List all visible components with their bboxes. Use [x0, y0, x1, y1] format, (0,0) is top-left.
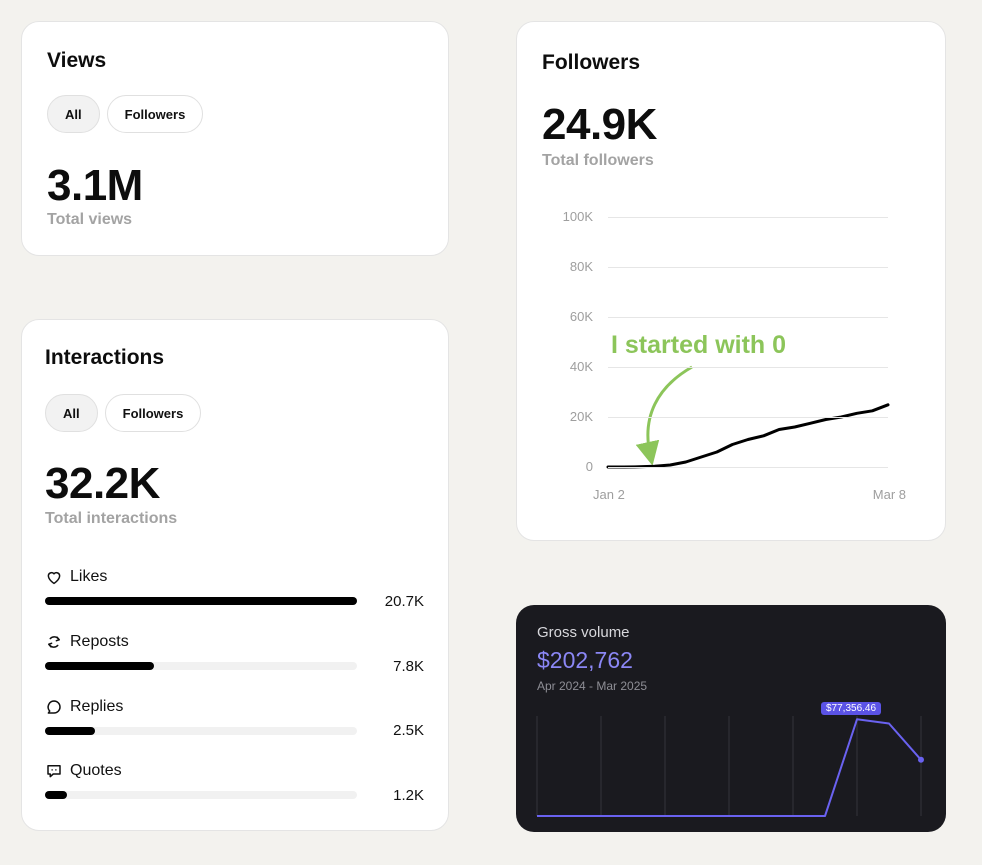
gross-volume-range: Apr 2024 - Mar 2025 — [537, 679, 648, 693]
quote-icon — [47, 765, 61, 778]
followers-line-chart — [606, 365, 890, 469]
gross-volume-tooltip: $77,356.46 — [821, 702, 882, 716]
followers-total-label: Total followers — [542, 152, 654, 169]
followers-grid-line — [608, 467, 888, 468]
gross-volume-chart — [536, 716, 924, 817]
annotation-arrow — [635, 365, 693, 466]
interactions-filter-all[interactable]: All — [45, 394, 98, 432]
metric-value-reposts: 7.8K — [393, 658, 424, 675]
metric-label-replies: Replies — [70, 698, 124, 715]
metric-value-replies: 2.5K — [393, 722, 424, 739]
heart-icon — [47, 571, 61, 585]
followers-y-tick: 20K — [569, 409, 593, 424]
metric-bar-quotes — [45, 791, 357, 799]
metric-label-reposts: Reposts — [70, 633, 129, 650]
gross-volume-end-point — [918, 756, 924, 763]
views-total: 3.1M — [47, 161, 143, 210]
followers-y-tick: 40K — [569, 359, 593, 374]
metric-label-quotes: Quotes — [70, 762, 122, 779]
views-title: Views — [47, 49, 107, 72]
metric-reposts: Reposts — [45, 633, 129, 651]
followers-grid-line — [608, 417, 888, 418]
metric-value-quotes: 1.2K — [393, 787, 424, 804]
followers-y-tick: 80K — [569, 259, 593, 274]
metric-bar-fill-reposts — [45, 662, 155, 670]
gross-volume-amount: $202,762 — [537, 647, 633, 673]
followers-card: Followers 24.9K Total followers 0 20K 40K 6… — [516, 21, 946, 541]
followers-annotation: I started with 0 — [611, 331, 787, 359]
views-filter-followers[interactable]: Followers — [106, 95, 204, 133]
metric-bar-replies — [45, 727, 357, 735]
interactions-title: Interactions — [45, 346, 165, 369]
repost-icon — [48, 636, 60, 648]
metric-bar-fill-quotes — [45, 791, 67, 799]
metric-likes: Likes — [45, 568, 107, 586]
metric-bar-fill-likes — [45, 597, 357, 605]
views-total-label: Total views — [47, 211, 133, 228]
followers-y-tick: 60K — [569, 309, 593, 324]
views-card: Views All Followers 3.1M Total views — [21, 21, 449, 256]
metric-bar-likes — [45, 597, 357, 605]
gross-volume-series-line — [537, 718, 922, 817]
followers-y-tick: 100K — [562, 209, 593, 224]
interactions-filter-group: All Followers — [45, 394, 202, 432]
followers-grid-line — [608, 367, 888, 368]
metric-value-likes: 20.7K — [384, 593, 424, 610]
followers-title: Followers — [542, 51, 641, 74]
reply-icon — [47, 700, 61, 714]
interactions-total: 32.2K — [45, 459, 160, 508]
followers-x-tick: Jan 2 — [593, 487, 625, 502]
metric-replies: Replies — [45, 698, 123, 716]
metric-label-likes: Likes — [70, 568, 108, 585]
views-filter-all[interactable]: All — [47, 95, 100, 133]
metric-bar-reposts — [45, 662, 357, 670]
interactions-filter-followers[interactable]: Followers — [104, 394, 202, 432]
interactions-card: Interactions All Followers 32.2K Total i… — [21, 319, 449, 831]
followers-grid-line — [608, 217, 888, 218]
metric-quotes: Quotes — [45, 762, 122, 780]
gross-volume-title: Gross volume — [537, 624, 630, 641]
followers-y-tick: 0 — [585, 459, 593, 474]
views-filter-group: All Followers — [47, 95, 204, 133]
followers-grid-line — [608, 317, 888, 318]
followers-grid-line — [608, 267, 888, 268]
followers-x-tick: Mar 8 — [872, 487, 906, 502]
interactions-total-label: Total interactions — [45, 510, 178, 527]
gross-volume-card: Gross volume $202,762 Apr 2024 - Mar 202… — [516, 605, 946, 832]
metric-bar-fill-replies — [45, 727, 95, 735]
followers-chart: 0 20K 40K 60K 80K 100K Jan 2 Mar 8 — [517, 22, 947, 542]
followers-total: 24.9K — [542, 100, 657, 149]
